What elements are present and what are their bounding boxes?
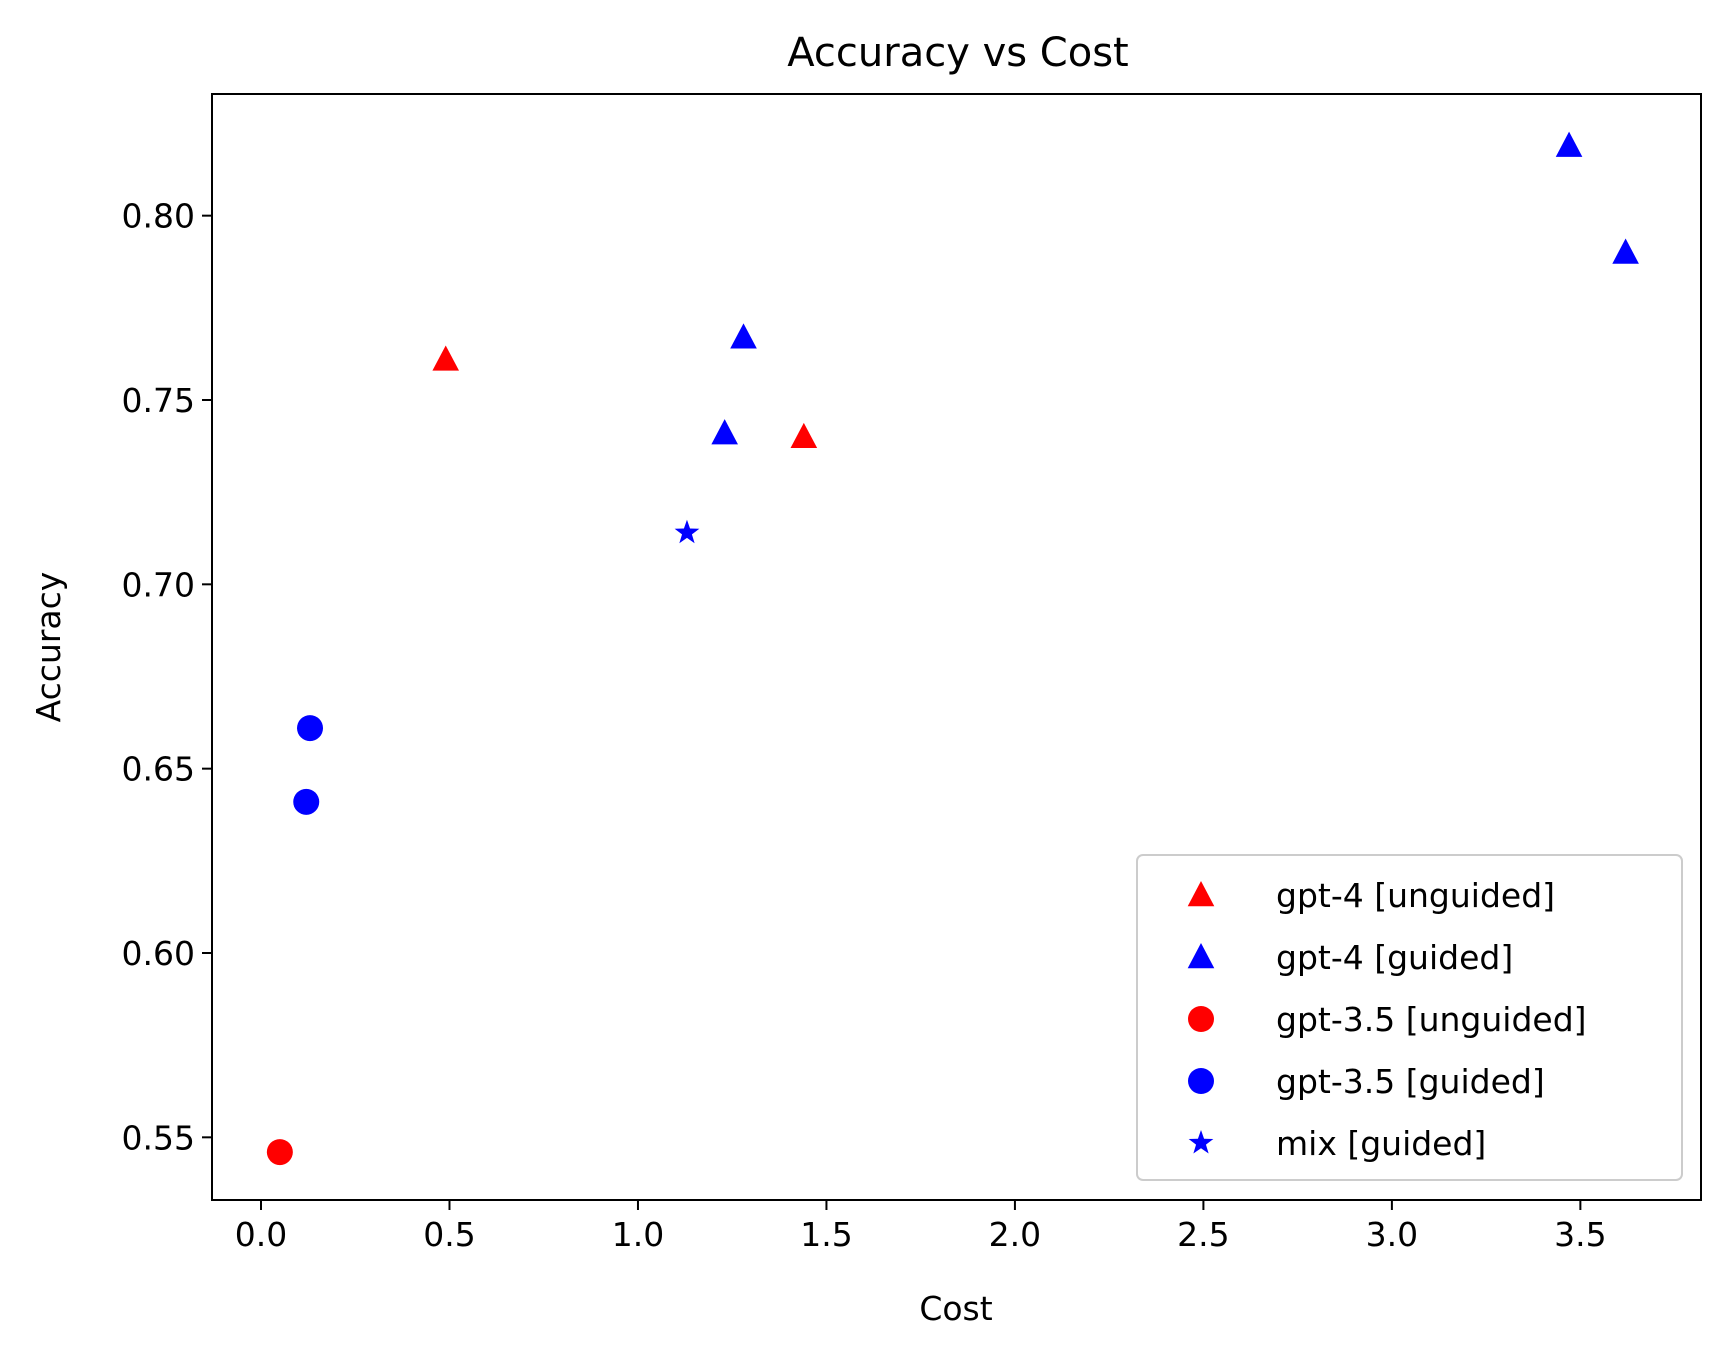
y-tick-label: 0.70	[122, 565, 195, 604]
y-tick-label: 0.60	[122, 934, 195, 973]
y-tick-label: 0.80	[122, 197, 195, 236]
x-tick-label: 1.5	[800, 1215, 852, 1254]
legend-box	[1136, 854, 1683, 1181]
x-tick-label: 3.5	[1554, 1215, 1606, 1254]
y-tick-label: 0.75	[122, 381, 195, 420]
data-point	[711, 419, 738, 445]
legend-label: gpt-4 [guided]	[1276, 938, 1513, 977]
chart-title: Accuracy vs Cost	[787, 30, 1128, 76]
data-point	[790, 422, 818, 449]
x-tick-label: 3.0	[1366, 1215, 1418, 1254]
x-axis: 0.0 0.5 1.0 1.5 2.0 2.5 3.0 3.5	[235, 1200, 1607, 1254]
x-tick-label: 0.0	[235, 1215, 287, 1254]
legend-marker	[1188, 1068, 1214, 1094]
x-axis-label: Cost	[919, 1289, 992, 1328]
legend-label: gpt-3.5 [guided]	[1276, 1062, 1545, 1101]
plot-area	[211, 93, 1702, 1201]
legend-marker	[1188, 1130, 1214, 1154]
data-point	[297, 715, 324, 742]
legend-marker	[1187, 943, 1215, 969]
y-axis-label: Accuracy	[29, 572, 68, 723]
data-point	[730, 323, 757, 349]
data-point	[1555, 131, 1583, 157]
data-point	[266, 1139, 293, 1166]
data-point	[1612, 238, 1639, 264]
x-tick-label: 2.0	[989, 1215, 1041, 1254]
x-tick-label: 1.0	[612, 1215, 664, 1254]
y-tick-label: 0.65	[122, 750, 195, 789]
data-point	[432, 345, 460, 371]
data-points	[266, 131, 1639, 1166]
legend-label: gpt-3.5 [unguided]	[1276, 1000, 1587, 1039]
legend-label: mix [guided]	[1276, 1124, 1486, 1163]
legend-label: gpt-4 [unguided]	[1276, 876, 1555, 915]
y-tick-label: 0.55	[122, 1118, 195, 1157]
x-tick-label: 2.5	[1177, 1215, 1229, 1254]
data-point	[674, 519, 700, 544]
x-tick-label: 0.5	[423, 1215, 475, 1254]
legend-marker	[1188, 1006, 1214, 1032]
data-point	[293, 788, 320, 815]
legend: gpt-4 [unguided] gpt-4 [guided] gpt-3.5 [u…	[1136, 854, 1683, 1181]
y-axis: 0.55 0.60 0.65 0.70 0.75 0.80	[122, 197, 212, 1157]
legend-marker	[1187, 881, 1215, 907]
